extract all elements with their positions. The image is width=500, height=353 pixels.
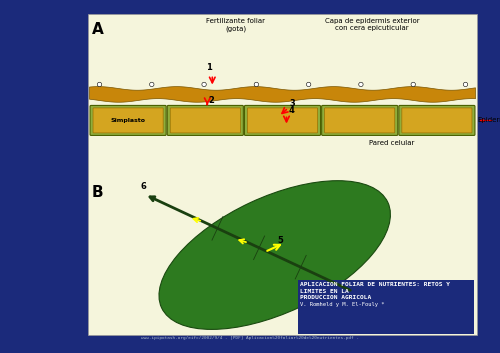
Text: A: A bbox=[92, 22, 104, 37]
Text: 6: 6 bbox=[140, 183, 146, 191]
Text: Fertilizante foliar
(gota): Fertilizante foliar (gota) bbox=[206, 18, 265, 32]
Text: 2: 2 bbox=[208, 96, 214, 106]
Polygon shape bbox=[90, 86, 476, 102]
FancyBboxPatch shape bbox=[248, 108, 318, 133]
Text: LIMITES EN LA: LIMITES EN LA bbox=[300, 289, 349, 294]
Text: Pared celular: Pared celular bbox=[369, 140, 414, 146]
Circle shape bbox=[411, 82, 416, 86]
FancyBboxPatch shape bbox=[324, 108, 395, 133]
Circle shape bbox=[464, 82, 468, 86]
FancyBboxPatch shape bbox=[90, 106, 166, 136]
Text: 3: 3 bbox=[290, 100, 295, 108]
FancyBboxPatch shape bbox=[399, 106, 475, 136]
Circle shape bbox=[306, 82, 311, 86]
FancyBboxPatch shape bbox=[322, 106, 398, 136]
Circle shape bbox=[254, 82, 258, 86]
Text: PRODUCCION AGRICOLA: PRODUCCION AGRICOLA bbox=[300, 295, 372, 300]
Text: 5: 5 bbox=[278, 237, 283, 245]
Circle shape bbox=[98, 82, 102, 86]
Text: Epidermis: Epidermis bbox=[478, 118, 500, 124]
Text: 4: 4 bbox=[288, 106, 294, 115]
Text: Simplasto: Simplasto bbox=[110, 118, 146, 123]
Text: www.ipipotash.org/eifc/2002/9/4 - [PDF] Aplicacion%20foliar%20de%20nutrientes.pd: www.ipipotash.org/eifc/2002/9/4 - [PDF] … bbox=[141, 336, 359, 340]
Text: B: B bbox=[92, 185, 103, 201]
Circle shape bbox=[358, 82, 363, 86]
FancyBboxPatch shape bbox=[170, 108, 240, 133]
Circle shape bbox=[202, 82, 206, 86]
Bar bbox=[298, 280, 474, 334]
Ellipse shape bbox=[159, 181, 390, 329]
FancyBboxPatch shape bbox=[402, 108, 472, 133]
FancyBboxPatch shape bbox=[93, 108, 163, 133]
Text: APLICACION FOLIAR DE NUTRIENTES: RETOS Y: APLICACION FOLIAR DE NUTRIENTES: RETOS Y bbox=[300, 282, 450, 287]
Text: V. Romheld y M. El-Fouly *: V. Romheld y M. El-Fouly * bbox=[300, 302, 384, 307]
Text: 1: 1 bbox=[206, 64, 212, 72]
FancyBboxPatch shape bbox=[167, 106, 244, 136]
FancyBboxPatch shape bbox=[244, 106, 320, 136]
Text: Capa de epidermis exterior
con cera epicuticular: Capa de epidermis exterior con cera epic… bbox=[325, 18, 420, 31]
Bar bbox=[88, 14, 478, 335]
Circle shape bbox=[150, 82, 154, 86]
